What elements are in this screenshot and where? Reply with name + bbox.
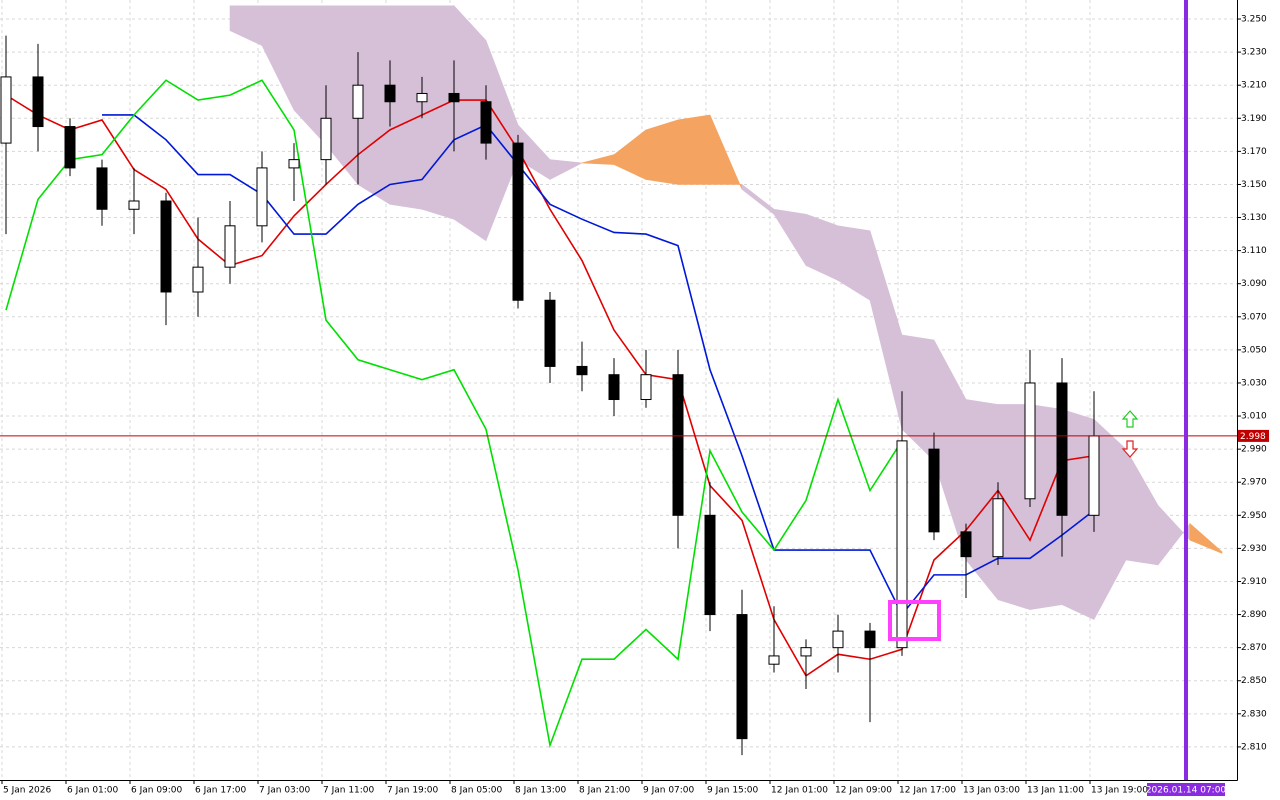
y-tick-label: 3.170 xyxy=(1241,147,1267,157)
y-tick-label: 3.070 xyxy=(1241,312,1267,322)
x-tick-label: 12 Jan 09:00 xyxy=(835,786,892,796)
y-tick-label: 3.050 xyxy=(1241,345,1267,355)
candle-body xyxy=(288,159,300,169)
candle-body xyxy=(416,92,428,103)
candle-body xyxy=(768,655,780,665)
down-arrow xyxy=(1121,440,1139,458)
y-tick-label: 2.890 xyxy=(1241,610,1267,620)
x-tick-label: 6 Jan 17:00 xyxy=(195,786,247,796)
candle-body xyxy=(448,92,460,103)
x-tick-label: 12 Jan 01:00 xyxy=(771,786,828,796)
candle-body xyxy=(992,498,1004,558)
x-tick-label: 8 Jan 21:00 xyxy=(579,786,631,796)
overlays xyxy=(0,0,1237,780)
candle-body xyxy=(1056,382,1068,516)
y-tick-label: 2.950 xyxy=(1241,511,1267,521)
y-tick-label: 2.990 xyxy=(1241,445,1267,455)
candle-body xyxy=(64,126,76,169)
y-tick-label: 2.850 xyxy=(1241,676,1267,686)
x-tick-label: 6 Jan 01:00 xyxy=(67,786,119,796)
cloud-segment xyxy=(677,114,711,185)
candles xyxy=(0,35,1100,756)
x-tick-label: 6 Jan 09:00 xyxy=(131,786,183,796)
candle-body xyxy=(512,142,524,301)
x-tick-label: 8 Jan 13:00 xyxy=(515,786,567,796)
x-tick-label: 7 Jan 19:00 xyxy=(387,786,439,796)
x-tick-label: 13 Jan 11:00 xyxy=(1027,786,1084,796)
y-tick-label: 3.250 xyxy=(1241,15,1267,25)
candle-body xyxy=(0,76,12,144)
y-tick-label: 3.230 xyxy=(1241,48,1267,58)
y-tick-label: 3.090 xyxy=(1241,279,1267,289)
candle-body xyxy=(672,374,684,516)
cloud xyxy=(229,5,1223,621)
cloud-segment xyxy=(1189,522,1223,554)
time-label: 2026.01.14 07:00 xyxy=(1146,786,1227,796)
candle-body xyxy=(800,647,812,657)
candle-body xyxy=(960,531,972,558)
candle-body xyxy=(384,84,396,103)
candle-body xyxy=(864,630,876,649)
x-tick-label: 7 Jan 11:00 xyxy=(323,786,375,796)
y-tick-label: 3.150 xyxy=(1241,180,1267,190)
indicator-line xyxy=(5,79,903,749)
cloud-segment xyxy=(389,5,423,210)
y-tick-label: 3.210 xyxy=(1241,81,1267,91)
axes: 3.250 3.230 3.210 3.190 3.170 3.150 3.130 3.110… xyxy=(1,15,1269,796)
indicator-line xyxy=(5,94,1095,677)
candle-body xyxy=(96,167,108,210)
candle-body xyxy=(192,266,204,293)
candle-body xyxy=(896,440,908,649)
x-tick-label: 5 Jan 2026 xyxy=(3,786,51,796)
grid xyxy=(0,0,1237,780)
cloud-segment xyxy=(645,119,679,185)
x-tick-label: 8 Jan 05:00 xyxy=(451,786,503,796)
candle-body xyxy=(576,365,588,376)
candle-body xyxy=(224,225,236,268)
candle-body xyxy=(480,101,492,144)
price-label-box xyxy=(1238,429,1269,442)
candle-body xyxy=(704,514,716,616)
price-label: 2.998 xyxy=(1240,432,1266,442)
cloud-segment xyxy=(549,159,584,180)
candle-body xyxy=(928,448,940,533)
x-tick-label: 13 Jan 19:00 xyxy=(1091,786,1148,796)
candle-body xyxy=(128,200,140,210)
candle-body xyxy=(1024,382,1036,500)
candle-body xyxy=(832,630,844,649)
candle-body xyxy=(736,614,748,740)
y-tick-label: 3.110 xyxy=(1241,246,1267,256)
y-tick-label: 2.970 xyxy=(1241,478,1267,488)
candle-body xyxy=(256,167,268,227)
candle-body xyxy=(640,374,652,401)
y-tick-label: 2.910 xyxy=(1241,577,1267,587)
candle-body xyxy=(320,117,332,161)
up-arrow xyxy=(1121,410,1139,428)
candle-body xyxy=(352,84,364,119)
y-tick-label: 2.930 xyxy=(1241,544,1267,554)
y-tick-label: 3.190 xyxy=(1241,114,1267,124)
x-tick-label: 13 Jan 03:00 xyxy=(963,786,1020,796)
candle-body xyxy=(32,76,44,128)
time-label-box xyxy=(1147,783,1225,796)
y-tick-label: 3.010 xyxy=(1241,412,1267,422)
x-tick-label: 9 Jan 15:00 xyxy=(707,786,759,796)
y-tick-label: 2.810 xyxy=(1241,742,1267,752)
candle-body xyxy=(544,299,556,367)
y-tick-label: 3.030 xyxy=(1241,378,1267,388)
y-tick-label: 2.870 xyxy=(1241,643,1267,653)
candle-body xyxy=(608,374,620,401)
x-tick-label: 7 Jan 03:00 xyxy=(259,786,311,796)
candle-body xyxy=(160,200,172,293)
x-tick-label: 9 Jan 07:00 xyxy=(643,786,695,796)
highlight-box xyxy=(888,600,941,641)
candle-body xyxy=(1088,435,1100,516)
y-tick-label: 2.830 xyxy=(1241,709,1267,719)
x-tick-label: 12 Jan 17:00 xyxy=(899,786,956,796)
y-tick-label: 3.130 xyxy=(1241,213,1267,223)
